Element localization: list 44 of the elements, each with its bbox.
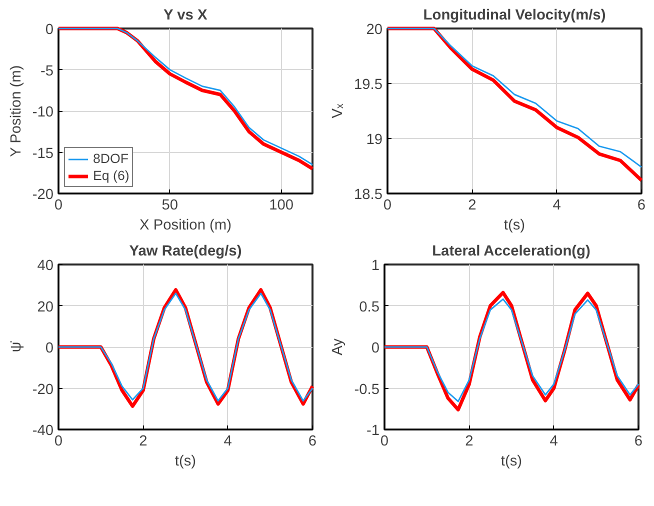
- chart-title: Y vs X: [164, 8, 208, 24]
- y-tick-label: -20: [32, 187, 54, 203]
- x-axis-title: X Position (m): [139, 218, 232, 234]
- y-tick-label: 0: [371, 340, 380, 356]
- legend-label: Eq (6): [93, 168, 130, 183]
- y-axis-title: Y Position (m): [8, 65, 24, 158]
- chart-title: Longitudinal Velocity(m/s): [423, 8, 606, 24]
- y-tick-label: 40: [37, 258, 54, 274]
- legend-label: 8DOF: [93, 151, 129, 166]
- y-tick-label: 20: [366, 22, 383, 38]
- chart-title: Lateral Acceleration(g): [432, 244, 590, 260]
- x-tick-label: 50: [162, 198, 178, 214]
- y-tick-label: -0.5: [354, 382, 380, 398]
- x-tick-label: 100: [269, 198, 294, 214]
- x-axis-title: t(s): [500, 454, 522, 470]
- y-tick-label: 0: [45, 340, 54, 356]
- y-tick-label: -5: [40, 63, 54, 80]
- y-axis-title: Ay: [330, 338, 346, 356]
- y-tick-label: -10: [32, 104, 54, 120]
- y-tick-label: -40: [32, 423, 54, 439]
- y-tick-label: 19.5: [354, 77, 383, 93]
- y-tick-label: 0: [45, 22, 54, 38]
- y-tick-label: -20: [32, 382, 54, 398]
- y-axis-title: ψ̇: [8, 340, 24, 352]
- y-tick-label: 19: [366, 132, 383, 148]
- y-tick-label: 20: [37, 299, 54, 316]
- x-tick-label: 6: [634, 434, 643, 450]
- y-tick-label: 18.5: [354, 187, 383, 203]
- y-axis-title: Vₓ: [330, 104, 346, 118]
- x-tick-label: 2: [139, 434, 148, 450]
- x-tick-label: 4: [552, 198, 561, 214]
- x-tick-label: 4: [224, 434, 232, 450]
- x-tick-label: 2: [465, 434, 474, 450]
- y-tick-label: -15: [32, 146, 54, 162]
- x-axis-title: t(s): [504, 218, 526, 234]
- x-tick-label: 6: [308, 434, 317, 450]
- x-axis-title: t(s): [174, 454, 196, 470]
- x-tick-label: 6: [637, 198, 646, 214]
- y-tick-label: -1: [366, 423, 380, 439]
- x-tick-label: 2: [468, 198, 476, 214]
- y-tick-label: 0.5: [359, 299, 380, 316]
- x-tick-label: 4: [550, 434, 558, 450]
- chart-title: Yaw Rate(deg/s): [129, 244, 242, 260]
- y-tick-label: 1: [371, 258, 380, 274]
